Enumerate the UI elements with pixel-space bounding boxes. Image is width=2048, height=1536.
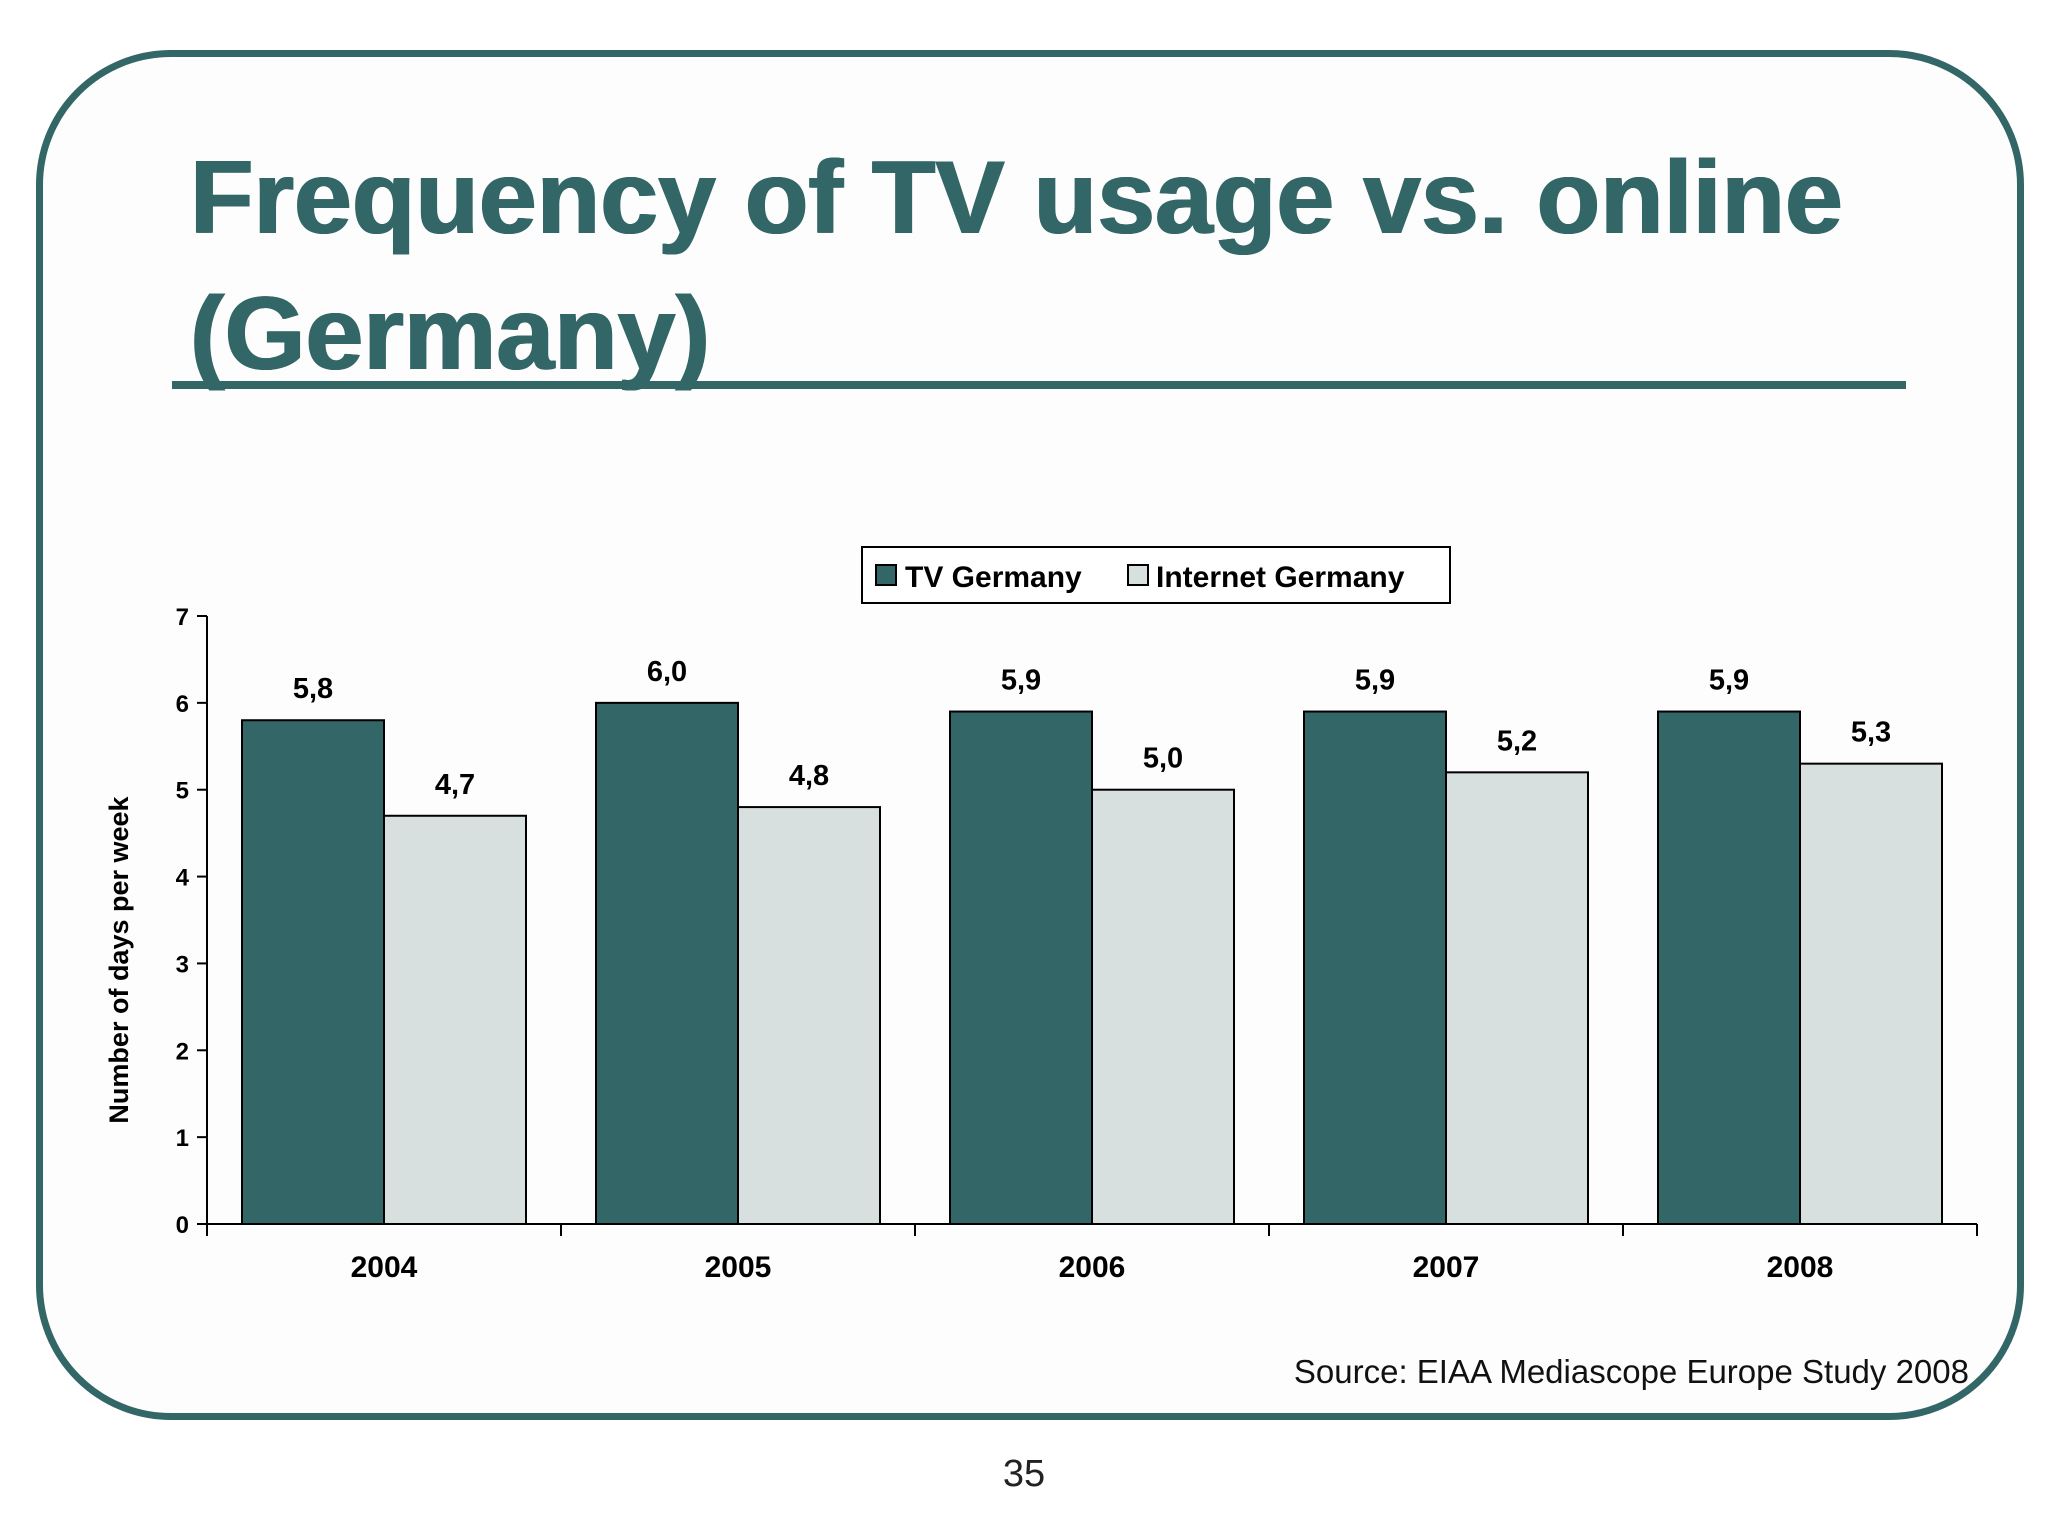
data-label: 4,8 [789, 760, 829, 792]
data-label: 5,8 [293, 673, 333, 705]
y-axis-title: Number of days per week [104, 795, 134, 1123]
y-tick-label: 0 [176, 1212, 189, 1239]
x-tick-label: 2005 [705, 1251, 772, 1284]
y-tick-label: 6 [176, 691, 189, 718]
slide-title: Frequency of TV usage vs. online (German… [190, 140, 1843, 392]
bar-internet-germany [1445, 771, 1589, 1225]
legend-label-tv: TV Germany [905, 561, 1082, 594]
data-label: 5,9 [1355, 665, 1395, 697]
data-label: 5,3 [1851, 717, 1891, 749]
y-tick-label: 1 [176, 1125, 189, 1152]
data-label: 5,9 [1001, 665, 1041, 697]
bar-internet-germany [1091, 788, 1235, 1225]
legend-swatch-tv [875, 564, 897, 586]
data-label: 5,0 [1143, 743, 1183, 775]
bar-internet-germany [737, 806, 881, 1225]
page-number: 35 [1002, 1453, 1046, 1495]
y-tick-label: 3 [176, 951, 189, 978]
y-tick-label: 4 [176, 865, 190, 892]
y-tick-label: 2 [176, 1038, 189, 1065]
data-label: 5,9 [1709, 665, 1749, 697]
bar-tv-germany [241, 719, 385, 1225]
x-tick-label: 2008 [1767, 1251, 1834, 1284]
bar-tv-germany [1657, 710, 1801, 1225]
data-label: 6,0 [647, 656, 687, 688]
y-tick-label: 5 [176, 778, 189, 805]
bar-tv-germany [949, 710, 1093, 1225]
x-tick-label: 2004 [351, 1251, 418, 1284]
bar-tv-germany [595, 701, 739, 1225]
bar-internet-germany [383, 814, 527, 1225]
legend-label-internet: Internet Germany [1156, 561, 1405, 594]
legend-box [861, 546, 1451, 604]
y-tick-label: 7 [176, 604, 189, 631]
legend-swatch-internet [1127, 564, 1149, 586]
x-tick-label: 2007 [1413, 1251, 1480, 1284]
bar-tv-germany [1303, 710, 1447, 1225]
x-tick-label: 2006 [1059, 1251, 1126, 1284]
data-label: 5,2 [1497, 725, 1537, 757]
source-note: Source: EIAA Mediascope Europe Study 200… [1293, 1353, 1969, 1390]
title-rule [172, 381, 1906, 389]
bar-internet-germany [1799, 762, 1943, 1226]
data-label: 4,7 [435, 769, 475, 801]
